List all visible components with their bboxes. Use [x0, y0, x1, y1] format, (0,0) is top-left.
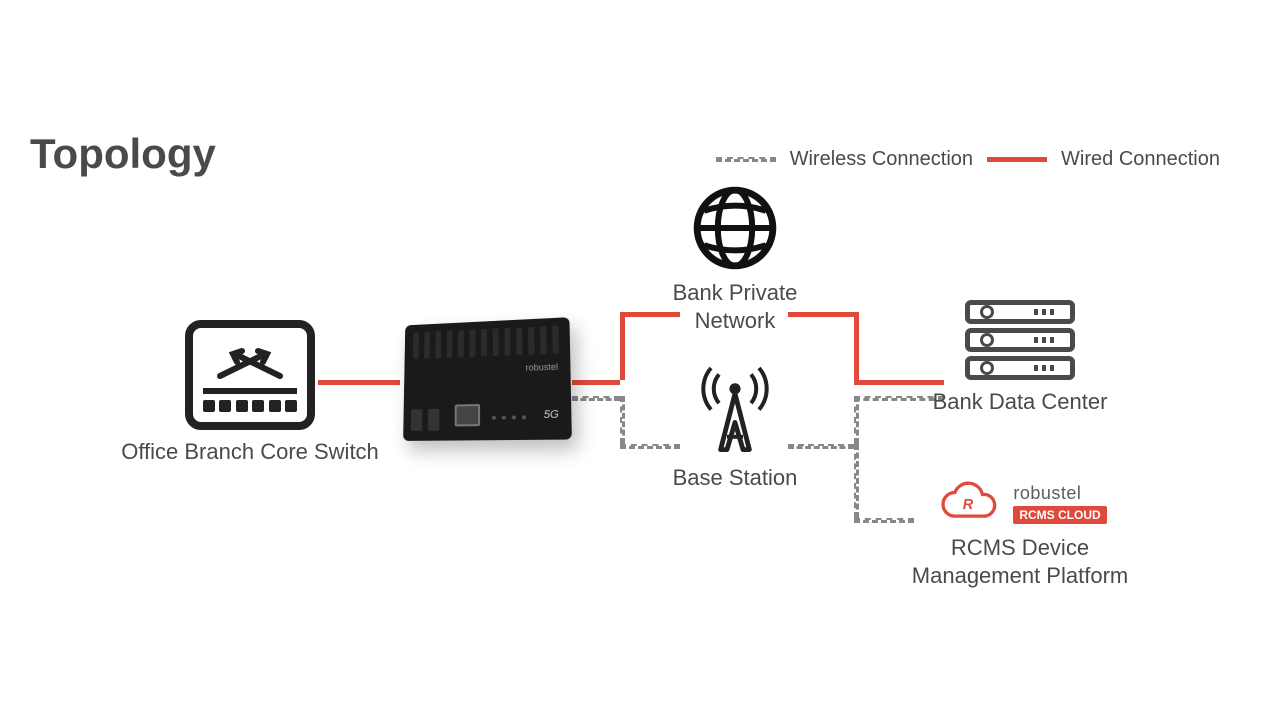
conn-router-private_net — [620, 312, 625, 380]
conn-private_net-data_center — [854, 312, 859, 380]
antenna-icon — [687, 360, 783, 456]
page-title: Topology — [30, 130, 216, 178]
private-network-label: Bank Private Network — [660, 279, 810, 334]
legend-wired-line — [987, 157, 1047, 162]
legend-wired-label: Wired Connection — [1061, 148, 1220, 171]
crossing-arrows-icon — [215, 346, 285, 386]
legend: Wireless Connection Wired Connection — [716, 148, 1220, 171]
rcms-label: RCMS Device Management Platform — [910, 534, 1130, 589]
router-device-icon: robustel 5G — [403, 317, 572, 441]
conn-base_station-data_center — [854, 396, 859, 444]
node-data-center: Bank Data Center — [930, 300, 1110, 416]
conn-router-private_net — [572, 380, 620, 385]
switch-label: Office Branch Core Switch — [120, 438, 380, 466]
router-brand: robustel — [525, 362, 558, 373]
legend-wireless-line — [716, 157, 776, 162]
base-station-label: Base Station — [660, 464, 810, 492]
conn-router-base_station — [572, 396, 620, 401]
rcms-logo-text-bottom: RCMS CLOUD — [1013, 506, 1106, 524]
node-switch: Office Branch Core Switch — [120, 320, 380, 466]
rcms-logo-text-top: robustel — [1013, 483, 1106, 504]
node-private-network: Bank Private Network — [660, 185, 810, 334]
globe-icon — [692, 185, 778, 271]
switch-icon — [185, 320, 315, 430]
router-5g-badge: 5G — [544, 409, 559, 422]
data-center-label: Bank Data Center — [930, 388, 1110, 416]
cloud-icon: R — [933, 480, 1003, 526]
conn-base_station-rcms — [854, 518, 914, 523]
svg-text:R: R — [963, 497, 974, 513]
conn-base_station-rcms — [854, 444, 859, 518]
node-base-station: Base Station — [660, 360, 810, 492]
legend-wireless-label: Wireless Connection — [790, 148, 973, 171]
rcms-logo: R robustel RCMS CLOUD — [910, 480, 1130, 526]
conn-router-base_station — [620, 396, 625, 444]
node-rcms: R robustel RCMS CLOUD RCMS Device Manage… — [910, 480, 1130, 589]
node-router: robustel 5G — [400, 320, 570, 440]
server-stack-icon — [965, 300, 1075, 380]
